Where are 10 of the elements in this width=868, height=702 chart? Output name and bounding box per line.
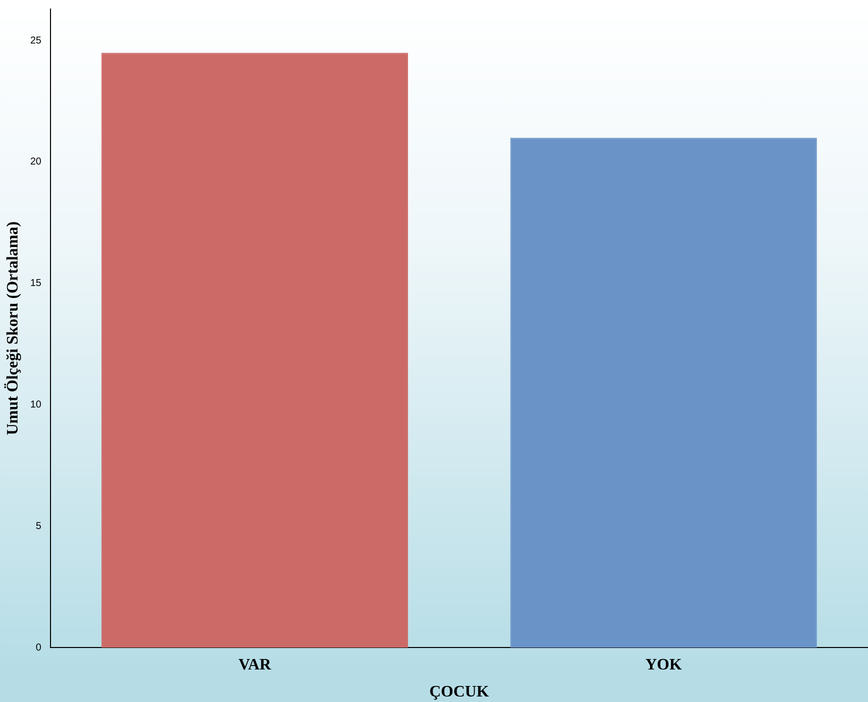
x-tick-label: VAR <box>238 656 272 674</box>
y-tick-label: 20 <box>30 156 42 168</box>
y-tick-label: 5 <box>36 520 42 532</box>
y-tick-label: 0 <box>36 642 42 654</box>
y-axis-title: Umut Ölçeği Skoru (Ortalama) <box>4 221 22 436</box>
y-tick-label: 25 <box>30 35 42 46</box>
x-tick-label: YOK <box>645 656 682 674</box>
y-tick-label: 10 <box>30 400 42 411</box>
y-tick-label: 15 <box>30 278 42 290</box>
x-axis-title: ÇOCUK <box>429 684 490 701</box>
